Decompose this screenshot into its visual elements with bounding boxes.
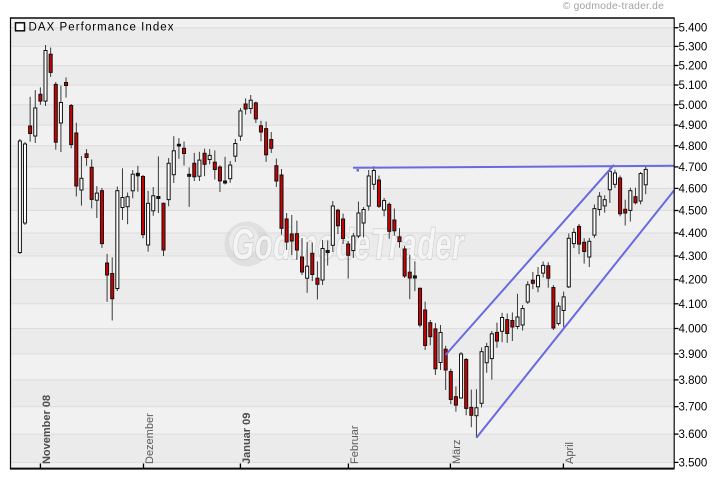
svg-text:DAX Performance Index: DAX Performance Index	[29, 22, 175, 34]
svg-text:4.800: 4.800	[679, 141, 708, 153]
svg-text:© godmode-trader.de: © godmode-trader.de	[563, 1, 664, 12]
svg-text:März: März	[451, 440, 463, 464]
svg-text:Januar 09: Januar 09	[241, 413, 253, 464]
svg-text:5.100: 5.100	[679, 80, 708, 92]
svg-text:3.600: 3.600	[679, 429, 708, 441]
svg-text:5.000: 5.000	[679, 100, 708, 112]
svg-text:4.600: 4.600	[679, 183, 708, 195]
svg-text:3.900: 3.900	[679, 349, 708, 361]
svg-text:3.800: 3.800	[679, 375, 708, 387]
svg-text:5.300: 5.300	[679, 41, 708, 53]
svg-text:5.200: 5.200	[679, 61, 708, 73]
svg-text:4.300: 4.300	[679, 251, 708, 263]
svg-text:4.700: 4.700	[679, 162, 708, 174]
svg-text:4.100: 4.100	[679, 299, 708, 311]
svg-text:4.400: 4.400	[679, 228, 708, 240]
svg-text:3.700: 3.700	[679, 402, 708, 414]
svg-text:November 08: November 08	[41, 395, 53, 464]
svg-text:5.400: 5.400	[679, 23, 708, 35]
svg-text:Februar: Februar	[349, 425, 361, 464]
svg-text:April: April	[564, 442, 576, 464]
svg-text:4.500: 4.500	[679, 206, 708, 218]
svg-text:Dezember: Dezember	[144, 413, 156, 464]
svg-text:4.900: 4.900	[679, 120, 708, 132]
svg-text:4.200: 4.200	[679, 275, 708, 287]
svg-text:4.000: 4.000	[679, 324, 708, 336]
svg-text:3.500: 3.500	[679, 457, 708, 469]
